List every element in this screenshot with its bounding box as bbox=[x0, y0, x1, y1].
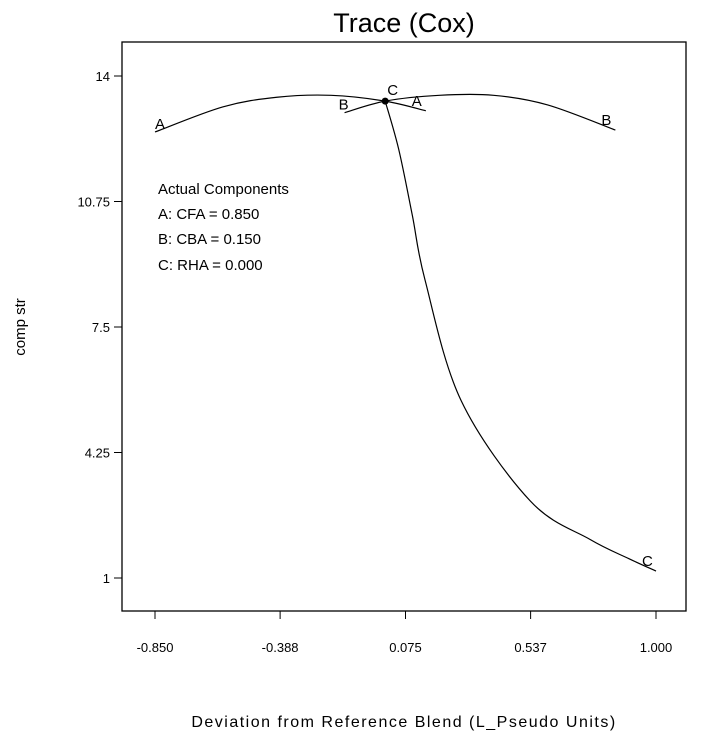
annotation-box: Actual Components A: CFA = 0.850 B: CBA … bbox=[158, 181, 289, 274]
series-line-c bbox=[384, 100, 657, 572]
series-label-a-end: A bbox=[412, 93, 422, 110]
series-label-c-end: C bbox=[642, 553, 653, 570]
y-tick-label: 10.75 bbox=[77, 195, 110, 210]
y-axis-label: comp str bbox=[12, 298, 29, 356]
y-tick-label: 14 bbox=[96, 69, 110, 84]
y-axis: 14 10.75 7.5 4.25 1 bbox=[77, 69, 122, 586]
y-tick-label: 7.5 bbox=[92, 320, 110, 335]
series-label-a-start: A bbox=[155, 116, 165, 133]
series-label-b-end: B bbox=[601, 112, 611, 129]
annotation-line-c: C: RHA = 0.000 bbox=[158, 257, 263, 274]
x-axis: -0.850 -0.388 0.075 0.537 1.000 bbox=[137, 611, 673, 655]
annotation-line-a: A: CFA = 0.850 bbox=[158, 206, 259, 223]
x-tick-label: -0.850 bbox=[137, 640, 174, 655]
series-group: A A B B C C bbox=[154, 82, 657, 572]
y-tick-label: 4.25 bbox=[85, 446, 110, 461]
x-tick-label: -0.388 bbox=[262, 640, 299, 655]
series-label-b-start: B bbox=[339, 97, 349, 114]
x-tick-label: 1.000 bbox=[640, 640, 673, 655]
reference-point bbox=[381, 97, 389, 105]
y-tick-label: 1 bbox=[103, 571, 110, 586]
series-label-c: C bbox=[387, 82, 398, 99]
x-tick-label: 0.075 bbox=[389, 640, 422, 655]
x-tick-label: 0.537 bbox=[514, 640, 547, 655]
chart-title: Trace (Cox) bbox=[333, 8, 475, 38]
annotation-line-b: B: CBA = 0.150 bbox=[158, 231, 261, 248]
x-axis-label: Deviation from Reference Blend (L_Pseudo… bbox=[191, 714, 616, 731]
annotation-heading: Actual Components bbox=[158, 181, 289, 198]
